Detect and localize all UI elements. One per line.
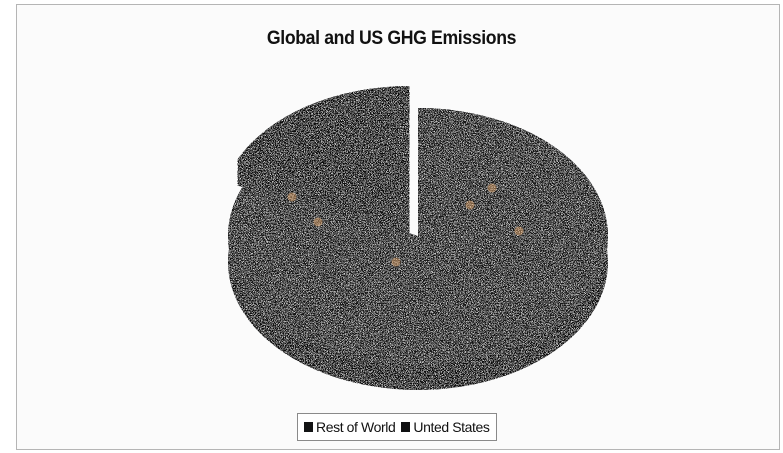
legend-swatch-rest-of-world [304, 422, 313, 432]
legend-swatch-united-states [401, 422, 411, 432]
legend-label-united-states: Unted States [413, 419, 490, 435]
chart-title: Global and US GHG Emissions [266, 28, 517, 49]
pie-slice-rest-of-world [227, 108, 608, 390]
legend-item-rest-of-world: Rest of World [304, 419, 396, 435]
legend-item-united-states: Unted States [401, 419, 490, 435]
chart-legend: Rest of World Unted States [297, 413, 497, 441]
legend-label-rest-of-world: Rest of World [316, 419, 396, 435]
